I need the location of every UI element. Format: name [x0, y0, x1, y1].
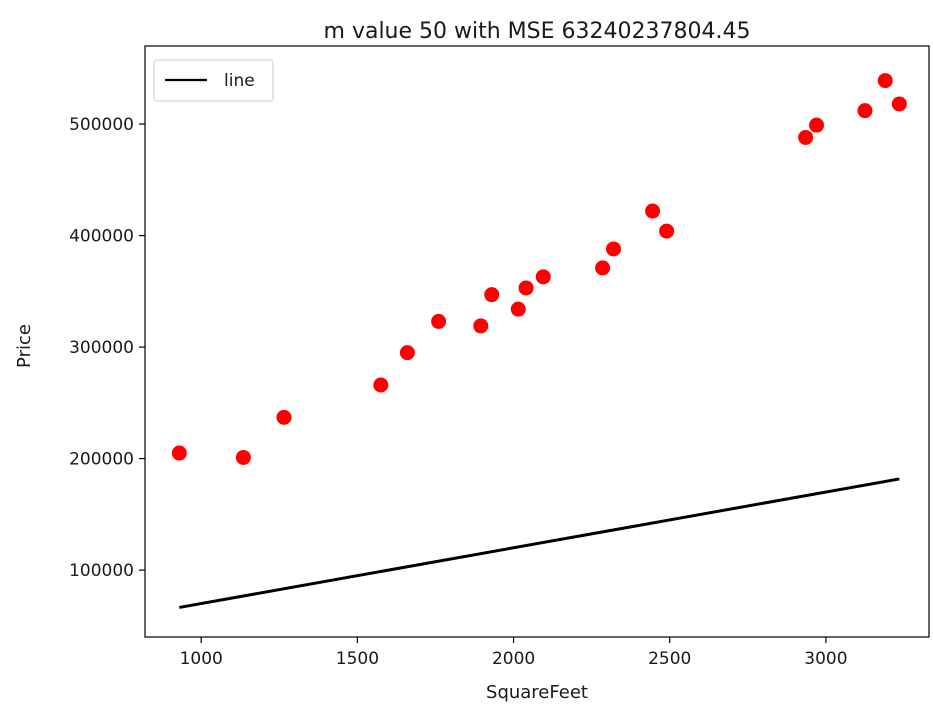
- scatter-point: [535, 269, 551, 285]
- legend-label-line: line: [224, 71, 255, 91]
- x-tick-label: 3000: [804, 649, 847, 669]
- y-tick-label: 200000: [69, 450, 134, 470]
- line-series: [179, 477, 900, 609]
- scatter-point: [484, 287, 500, 303]
- x-axis-ticks: 1000 1500 2000 2500 3000: [180, 637, 848, 669]
- y-axis-ticks: 100000 200000 300000 400000 500000: [69, 115, 145, 581]
- x-tick-label: 2000: [492, 649, 535, 669]
- x-tick-label: 1000: [180, 649, 223, 669]
- series-layer: [171, 73, 907, 609]
- scatter-point: [809, 117, 825, 133]
- x-tick-label: 1500: [336, 649, 379, 669]
- y-tick-label: 500000: [69, 115, 134, 135]
- scatter-point: [171, 445, 187, 461]
- y-tick-label: 300000: [69, 338, 134, 358]
- scatter-point: [606, 241, 622, 257]
- scatter-point: [659, 223, 675, 239]
- scatter-point: [373, 377, 389, 393]
- scatter-point: [399, 345, 415, 361]
- scatter-point: [891, 96, 907, 112]
- y-axis-label: Price: [14, 324, 35, 368]
- scatter-point: [473, 318, 489, 334]
- plot-area: [144, 45, 930, 638]
- x-tick-label: 2500: [648, 649, 691, 669]
- scatter-point: [510, 301, 526, 317]
- scatter-point: [431, 313, 447, 329]
- chart-title: m value 50 with MSE 63240237804.45: [324, 19, 751, 44]
- scatter-point: [645, 203, 661, 219]
- x-axis-label: SquareFeet: [486, 682, 588, 703]
- legend-box: [153, 59, 274, 102]
- scatter-point: [276, 409, 292, 425]
- scatter-point: [877, 73, 893, 89]
- scatter-point: [798, 129, 814, 145]
- y-tick-label: 400000: [69, 227, 134, 247]
- y-tick-label: 100000: [69, 561, 134, 581]
- scatter-point: [595, 260, 611, 276]
- scatter-point: [235, 449, 251, 465]
- scatter-point: [518, 280, 534, 296]
- scatter-point: [857, 103, 873, 119]
- legend: line: [153, 59, 274, 102]
